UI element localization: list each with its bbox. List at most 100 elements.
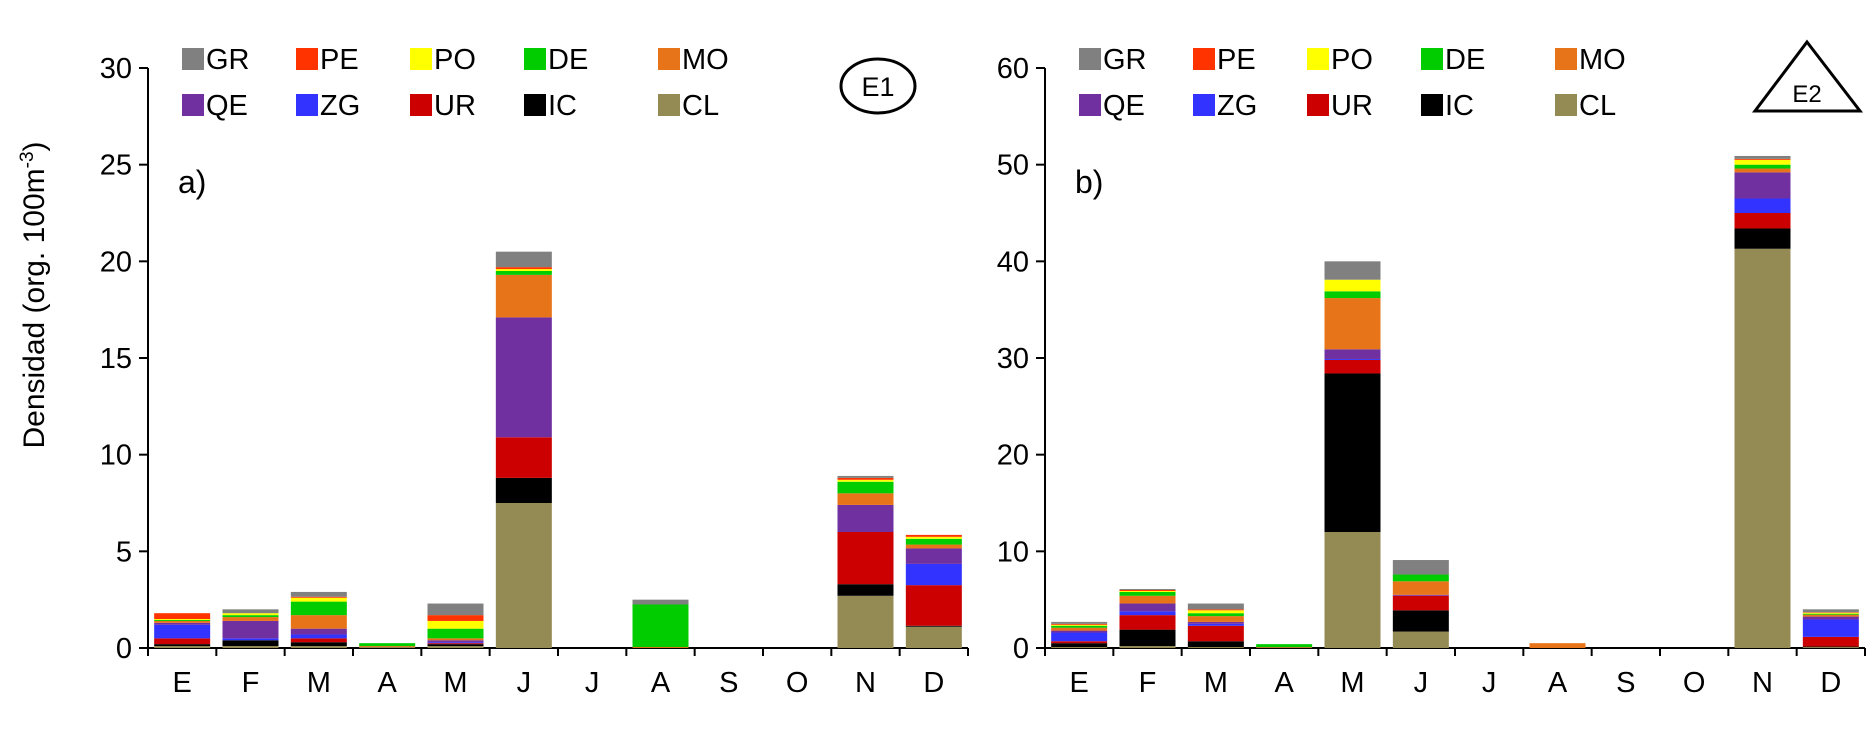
bar-DE-2 [222, 615, 279, 618]
bar-PE-12 [1802, 612, 1859, 613]
bar-QE-1 [1051, 630, 1108, 633]
x-tick-label: J [1482, 667, 1497, 699]
bar-MO-1 [1051, 627, 1108, 631]
x-tick-label: O [786, 667, 809, 699]
bar-UR-1 [154, 638, 211, 645]
bar-DE-12 [905, 538, 962, 545]
legend-swatch-MO [1555, 48, 1577, 70]
bar-PE-12 [905, 534, 962, 537]
bar-IC-2 [1119, 629, 1176, 647]
bar-IC-12 [905, 625, 962, 627]
bar-DE-4 [359, 643, 416, 647]
bar-UR-5 [1324, 359, 1381, 374]
bar-MO-3 [1187, 616, 1244, 622]
legend-label-PO: PO [434, 44, 476, 76]
bar-GR-6 [495, 251, 552, 268]
bar-ZG-2 [222, 638, 279, 641]
station-marker-label: E1 [861, 72, 894, 102]
bar-QE-2 [1119, 603, 1176, 612]
bar-DE-5 [1324, 291, 1381, 299]
bar-GR-6 [1392, 560, 1449, 575]
bar-IC-6 [495, 477, 552, 503]
legend-label-QE: QE [206, 90, 248, 122]
panel-label: b) [1075, 164, 1103, 200]
legend-swatch-PO [410, 48, 432, 70]
bar-IC-6 [1392, 610, 1449, 632]
bar-MO-2 [1119, 595, 1176, 604]
legend-label-MO: MO [1579, 44, 1626, 76]
bar-DE-5 [427, 628, 484, 639]
bar-CL-3 [290, 646, 347, 648]
bar-IC-12 [1802, 646, 1859, 648]
x-tick-label: J [517, 667, 532, 699]
bar-PE-11 [837, 477, 894, 480]
legend-label-CL: CL [682, 90, 719, 122]
bar-DE-6 [495, 271, 552, 275]
x-tick-label: M [1340, 667, 1364, 699]
bar-CL-12 [905, 626, 962, 648]
bar-IC-11 [1734, 228, 1791, 249]
x-tick-label: S [1616, 667, 1635, 699]
bar-MO-12 [1802, 614, 1859, 617]
bar-PE-3 [1187, 609, 1244, 611]
legend-swatch-ZG [296, 94, 318, 116]
bar-DE-1 [1051, 625, 1108, 628]
bar-GR-3 [290, 591, 347, 597]
bar-MO-11 [837, 493, 894, 505]
bar-PE-11 [1734, 158, 1791, 160]
station-marker-circle [839, 57, 917, 115]
legend-swatch-IC [524, 94, 546, 116]
bar-MO-6 [495, 274, 552, 318]
legend-swatch-CL [1555, 94, 1577, 116]
y-tick-label: 50 [997, 150, 1029, 182]
bar-CL-2 [222, 646, 279, 648]
bar-QE-6 [495, 317, 552, 438]
bar-PO-2 [1119, 590, 1176, 592]
y-tick-label: 20 [997, 440, 1029, 472]
bar-CL-1 [1051, 647, 1108, 648]
y-tick-label: 10 [100, 440, 132, 472]
bar-QE-12 [905, 548, 962, 564]
legend-swatch-QE [182, 94, 204, 116]
bar-CL-1 [154, 646, 211, 648]
legend-swatch-PO [1307, 48, 1329, 70]
bar-PO-1 [154, 619, 211, 620]
bar-QE-2 [222, 620, 279, 639]
bar-IC-5 [1324, 373, 1381, 532]
bar-UR-6 [1392, 595, 1449, 611]
x-tick-label: F [242, 667, 260, 699]
x-tick-label: N [855, 667, 876, 699]
bar-PE-3 [290, 596, 347, 598]
bar-DE-6 [1392, 574, 1449, 582]
bar-ZG-1 [154, 624, 211, 639]
bar-PO-11 [837, 479, 894, 482]
x-tick-label: M [1204, 667, 1228, 699]
bar-UR-2 [1119, 615, 1176, 630]
y-tick-label: 40 [997, 246, 1029, 278]
legend-label-DE: DE [548, 44, 588, 76]
bar-MO-2 [222, 617, 279, 621]
legend-swatch-UR [410, 94, 432, 116]
bar-MO-11 [1734, 168, 1791, 173]
bar-IC-11 [837, 584, 894, 596]
legend-swatch-UR [1307, 94, 1329, 116]
bar-IC-5 [427, 644, 484, 647]
bar-DE-4 [1256, 644, 1313, 648]
bar-ZG-5 [1324, 358, 1381, 360]
legend-swatch-DE [1421, 48, 1443, 70]
legend-swatch-PE [296, 48, 318, 70]
legend-label-PE: PE [320, 44, 359, 76]
bar-PO-5 [1324, 279, 1381, 292]
bar-PO-5 [427, 620, 484, 629]
x-tick-label: J [1414, 667, 1429, 699]
bar-DE-8 [632, 604, 689, 648]
bar-CL-6 [495, 503, 552, 648]
bar-ZG-5 [427, 642, 484, 644]
x-tick-label: M [307, 667, 331, 699]
y-tick-label: 0 [116, 633, 132, 665]
legend-label-UR: UR [434, 90, 476, 122]
y-tick-label: 0 [1013, 633, 1029, 665]
legend-swatch-CL [658, 94, 680, 116]
legend-label-PE: PE [1217, 44, 1256, 76]
